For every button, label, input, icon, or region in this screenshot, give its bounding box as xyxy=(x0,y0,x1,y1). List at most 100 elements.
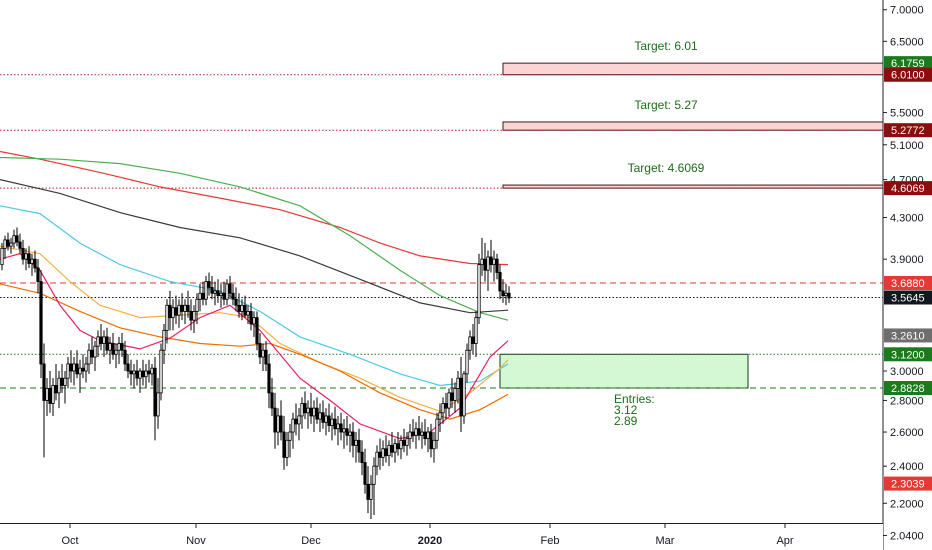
candle-body[interactable] xyxy=(501,290,505,297)
candle-body[interactable] xyxy=(345,428,349,436)
candle-body[interactable] xyxy=(30,258,34,264)
candle-body[interactable] xyxy=(306,407,310,414)
candle-body[interactable] xyxy=(462,373,466,417)
candle-body[interactable] xyxy=(54,385,58,394)
candle-body[interactable] xyxy=(252,317,256,325)
candle-body[interactable] xyxy=(204,281,208,300)
candle-body[interactable] xyxy=(270,392,274,409)
candle-body[interactable] xyxy=(39,281,43,365)
candle-body[interactable] xyxy=(498,272,502,292)
moving-average-line[interactable] xyxy=(0,179,509,314)
candle-body[interactable] xyxy=(18,241,22,249)
candle-body[interactable] xyxy=(489,256,493,266)
candle-body[interactable] xyxy=(372,465,376,485)
candle-body[interactable] xyxy=(189,311,193,321)
candle-body[interactable] xyxy=(249,311,253,325)
candle-body[interactable] xyxy=(318,412,322,420)
price-tag[interactable] xyxy=(884,67,932,82)
candle-body[interactable] xyxy=(165,304,169,331)
candle-body[interactable] xyxy=(357,439,361,453)
candle-body[interactable] xyxy=(159,349,163,394)
candle-body[interactable] xyxy=(447,392,451,409)
candle-body[interactable] xyxy=(336,423,340,430)
candle-body[interactable] xyxy=(240,304,244,312)
candle-body[interactable] xyxy=(339,423,343,433)
candle-body[interactable] xyxy=(315,407,319,420)
candle-body[interactable] xyxy=(396,443,400,450)
candle-body[interactable] xyxy=(429,431,433,450)
moving-average-line[interactable] xyxy=(0,205,509,387)
price-tag[interactable] xyxy=(884,275,932,290)
candle-body[interactable] xyxy=(342,428,346,433)
target-zone-box[interactable] xyxy=(502,62,884,76)
moving-average-line[interactable] xyxy=(0,253,509,440)
candle-body[interactable] xyxy=(60,377,64,386)
candle-body[interactable] xyxy=(264,349,268,365)
candle-body[interactable] xyxy=(69,363,73,372)
candle-body[interactable] xyxy=(42,363,46,401)
candle-body[interactable] xyxy=(63,377,67,386)
candle-body[interactable] xyxy=(423,431,427,440)
candle-body[interactable] xyxy=(201,292,205,300)
candle-body[interactable] xyxy=(405,438,409,446)
candle-body[interactable] xyxy=(9,242,13,247)
candle-body[interactable] xyxy=(273,407,277,433)
candle-body[interactable] xyxy=(411,431,415,436)
candle-body[interactable] xyxy=(408,431,412,440)
candle-body[interactable] xyxy=(72,363,76,372)
candle-body[interactable] xyxy=(330,418,334,426)
price-tag[interactable] xyxy=(884,328,932,343)
candle-body[interactable] xyxy=(66,363,70,379)
candle-body[interactable] xyxy=(6,239,10,247)
candle-body[interactable] xyxy=(21,247,25,260)
candle-body[interactable] xyxy=(12,235,16,244)
candle-body[interactable] xyxy=(87,349,91,365)
candle-body[interactable] xyxy=(129,370,133,375)
candle-body[interactable] xyxy=(225,283,229,300)
candle-body[interactable] xyxy=(468,336,472,351)
candle-body[interactable] xyxy=(207,281,211,288)
price-tag[interactable] xyxy=(884,181,932,196)
candle-body[interactable] xyxy=(135,370,139,379)
candle-body[interactable] xyxy=(105,336,109,351)
candle-body[interactable] xyxy=(291,418,295,433)
candle-body[interactable] xyxy=(441,403,445,414)
candle-body[interactable] xyxy=(417,428,421,436)
candle-body[interactable] xyxy=(117,343,121,351)
candle-body[interactable] xyxy=(393,443,397,453)
candle-body[interactable] xyxy=(279,415,283,433)
price-tag[interactable] xyxy=(884,381,932,396)
price-tag[interactable] xyxy=(884,56,932,71)
candle-body[interactable] xyxy=(366,483,370,500)
candle-body[interactable] xyxy=(75,363,79,375)
candle-body[interactable] xyxy=(102,336,106,344)
candle-body[interactable] xyxy=(195,298,199,312)
candle-body[interactable] xyxy=(324,415,328,423)
moving-average-line[interactable] xyxy=(0,156,509,321)
candle-body[interactable] xyxy=(288,431,292,441)
candle-body[interactable] xyxy=(384,448,388,457)
candle-body[interactable] xyxy=(426,431,430,440)
candle-body[interactable] xyxy=(402,439,406,446)
candle-body[interactable] xyxy=(48,388,52,404)
candle-body[interactable] xyxy=(444,403,448,409)
price-tag[interactable] xyxy=(884,290,932,305)
candle-body[interactable] xyxy=(15,235,19,243)
candle-body[interactable] xyxy=(294,418,298,425)
candle-body[interactable] xyxy=(114,349,118,355)
candle-body[interactable] xyxy=(33,258,37,269)
candle-body[interactable] xyxy=(381,448,385,458)
candle-body[interactable] xyxy=(99,336,103,344)
candle-body[interactable] xyxy=(96,336,100,347)
candle-body[interactable] xyxy=(390,444,394,453)
candle-body[interactable] xyxy=(36,267,40,282)
candle-body[interactable] xyxy=(387,444,391,457)
candle-body[interactable] xyxy=(435,418,439,441)
candle-body[interactable] xyxy=(168,304,172,319)
candle-body[interactable] xyxy=(369,483,373,500)
candle-body[interactable] xyxy=(132,370,136,375)
candle-body[interactable] xyxy=(192,311,196,321)
candle-body[interactable] xyxy=(147,370,151,375)
candle-body[interactable] xyxy=(267,363,271,394)
candle-body[interactable] xyxy=(213,290,217,294)
